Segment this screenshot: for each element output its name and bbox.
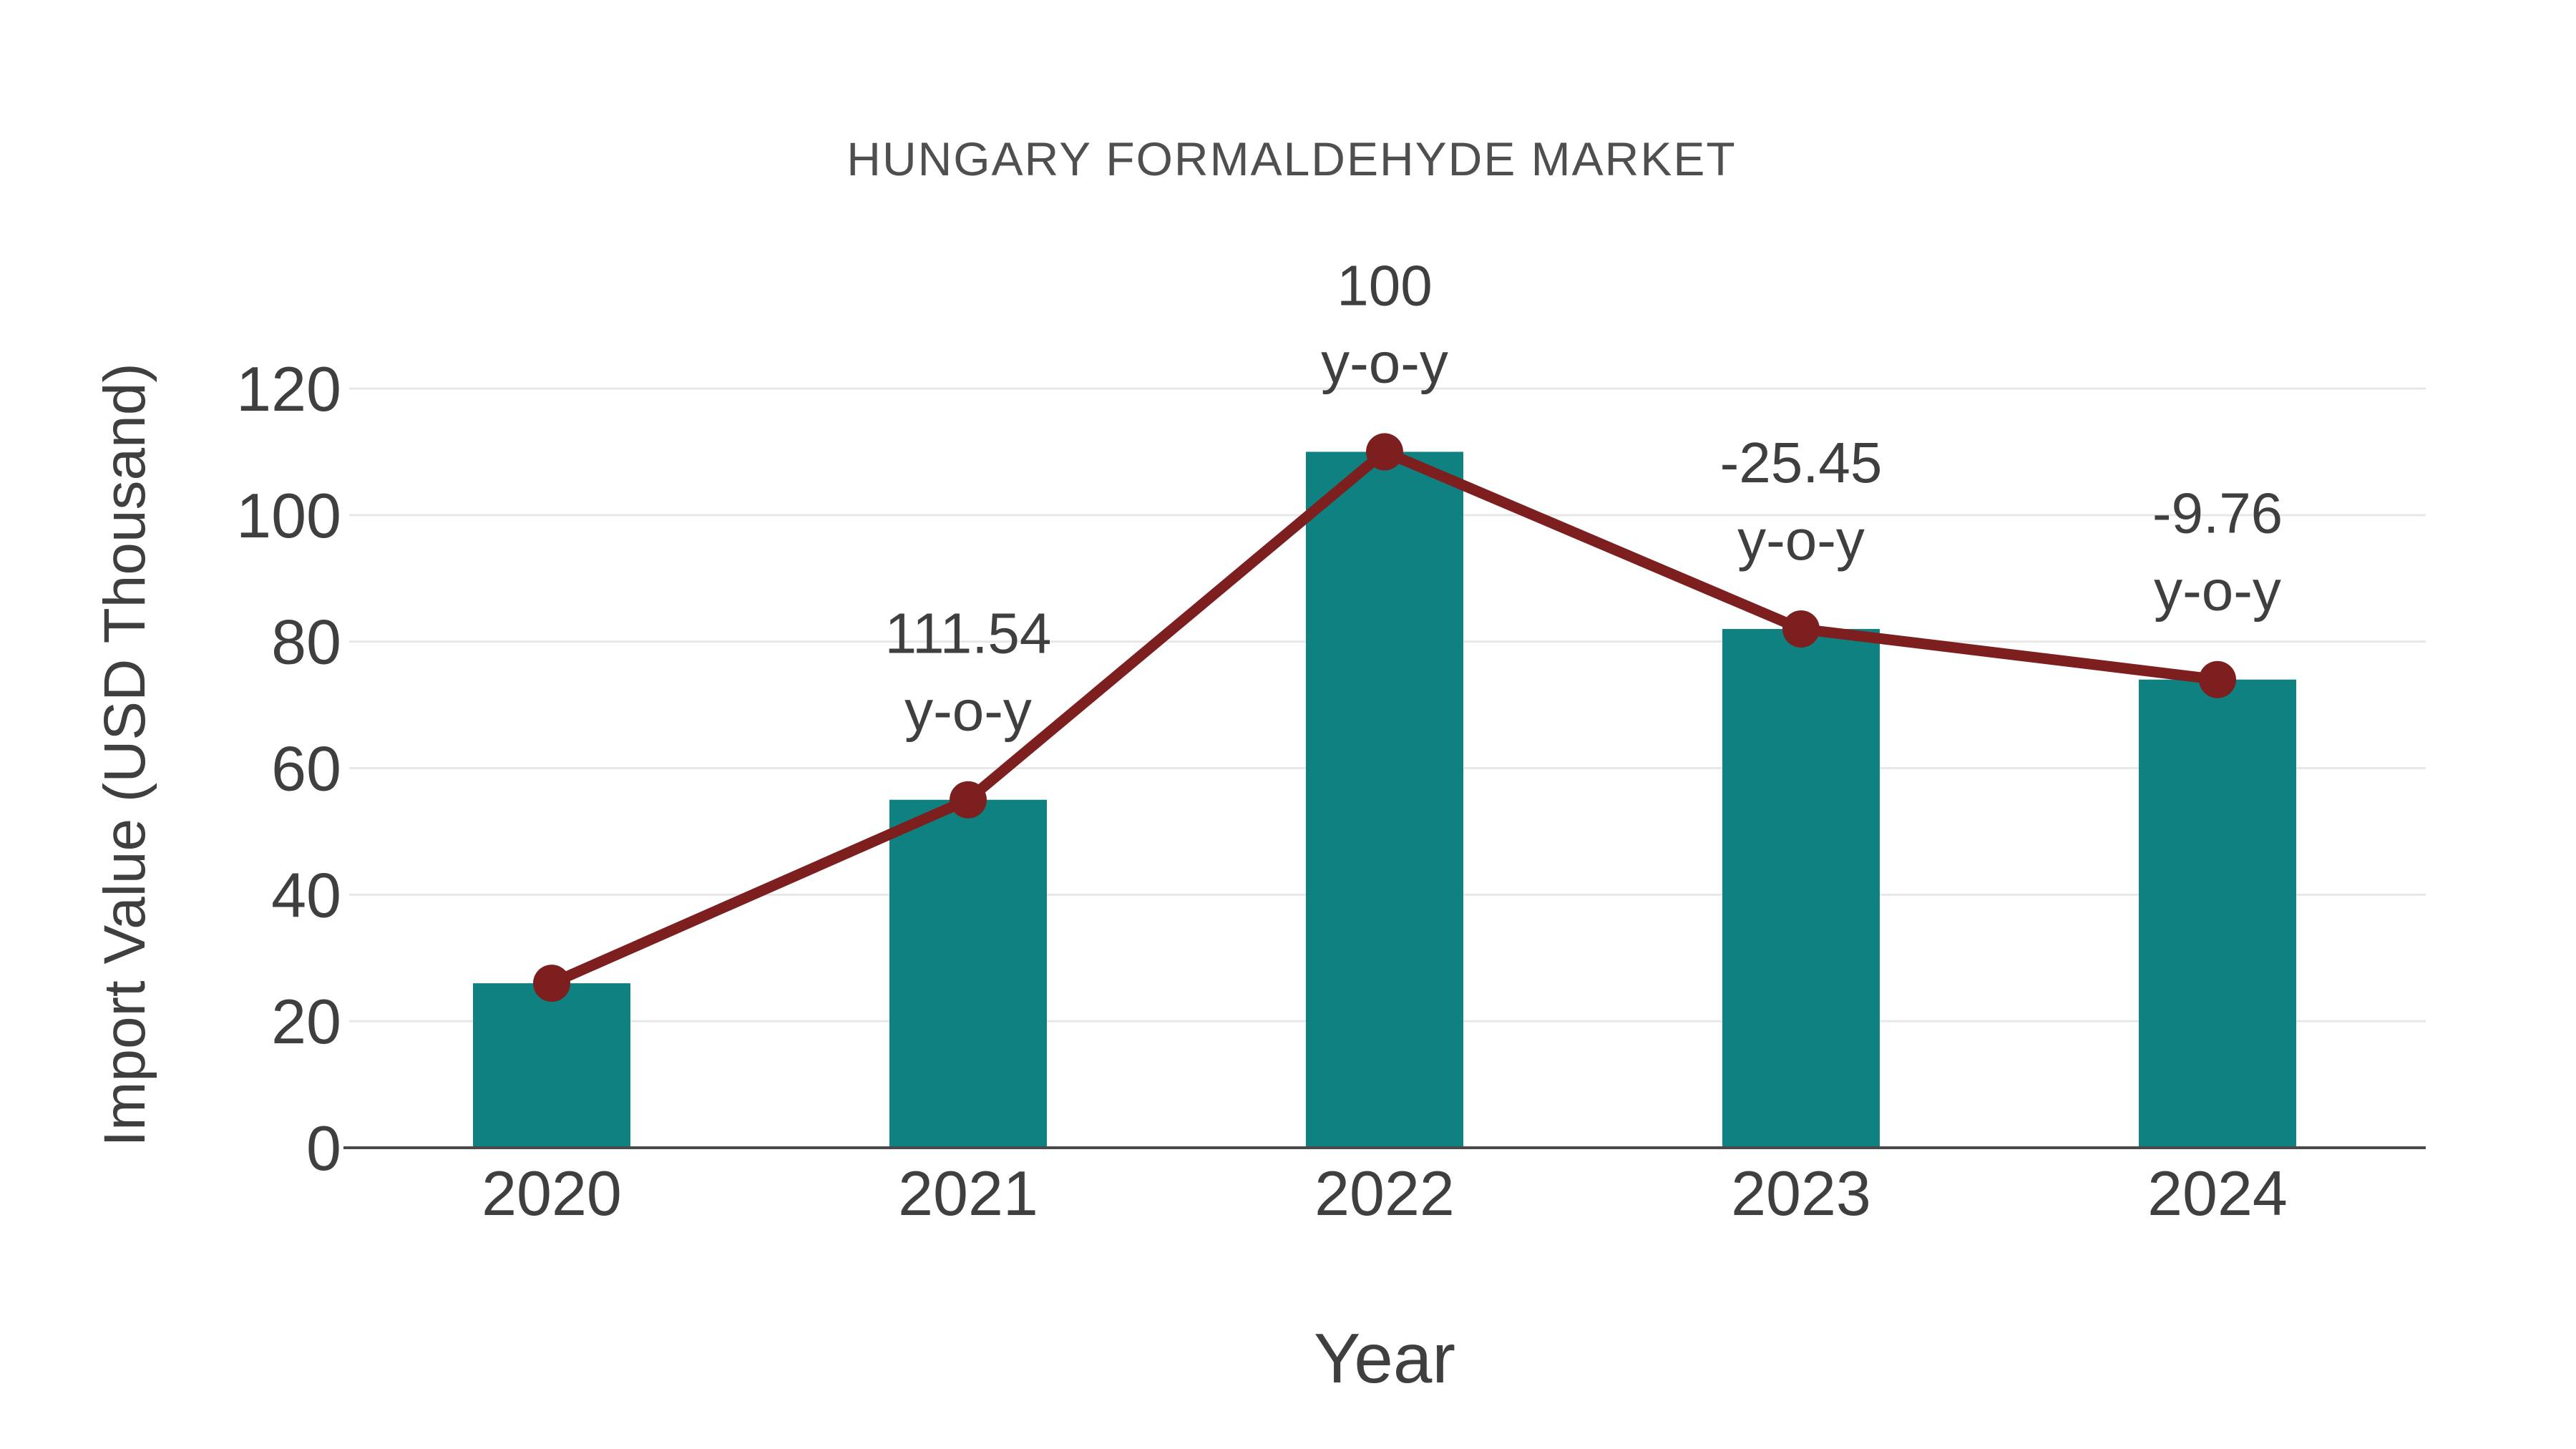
y-tick-label-20: 20 <box>271 986 341 1057</box>
y-tick-label-100: 100 <box>236 480 341 551</box>
bar-2024 <box>2139 679 2296 1148</box>
point-2024 <box>2199 660 2236 698</box>
y-tick-label-80: 80 <box>271 607 341 678</box>
annotation-2022-line1: 100 <box>1337 253 1432 317</box>
x-axis-title: Year <box>1313 1319 1456 1397</box>
annotation-2024-line2: y-o-y <box>2154 559 2281 623</box>
bar-2022 <box>1306 452 1463 1148</box>
chart-title: HUNGARY FORMALDEHYDE MARKET <box>847 132 1737 185</box>
annotation-2024-line1: -9.76 <box>2152 482 2283 545</box>
x-tick-label-2022: 2022 <box>1314 1158 1455 1229</box>
bar-2020 <box>473 983 630 1148</box>
bar-2021 <box>889 799 1047 1148</box>
annotation-2023-line1: -25.45 <box>1720 431 1883 494</box>
x-tick-label-2021: 2021 <box>898 1158 1038 1229</box>
x-tick-label-2020: 2020 <box>482 1158 622 1229</box>
annotation-2021-line2: y-o-y <box>904 679 1032 743</box>
bar-2023 <box>1722 628 1880 1148</box>
point-2023 <box>1782 610 1820 648</box>
annotation-2022-line2: y-o-y <box>1321 331 1448 394</box>
y-tick-label-40: 40 <box>271 859 341 930</box>
annotation-2021-line1: 111.54 <box>885 602 1052 665</box>
point-2022 <box>1366 433 1403 471</box>
point-2021 <box>950 781 987 819</box>
point-2020 <box>533 965 570 1002</box>
y-tick-label-60: 60 <box>271 733 341 804</box>
x-tick-label-2023: 2023 <box>1731 1158 1871 1229</box>
annotation-2023-line2: y-o-y <box>1737 508 1865 572</box>
y-tick-label-0: 0 <box>306 1113 341 1184</box>
x-tick-label-2024: 2024 <box>2147 1158 2288 1229</box>
y-tick-label-120: 120 <box>236 353 341 424</box>
